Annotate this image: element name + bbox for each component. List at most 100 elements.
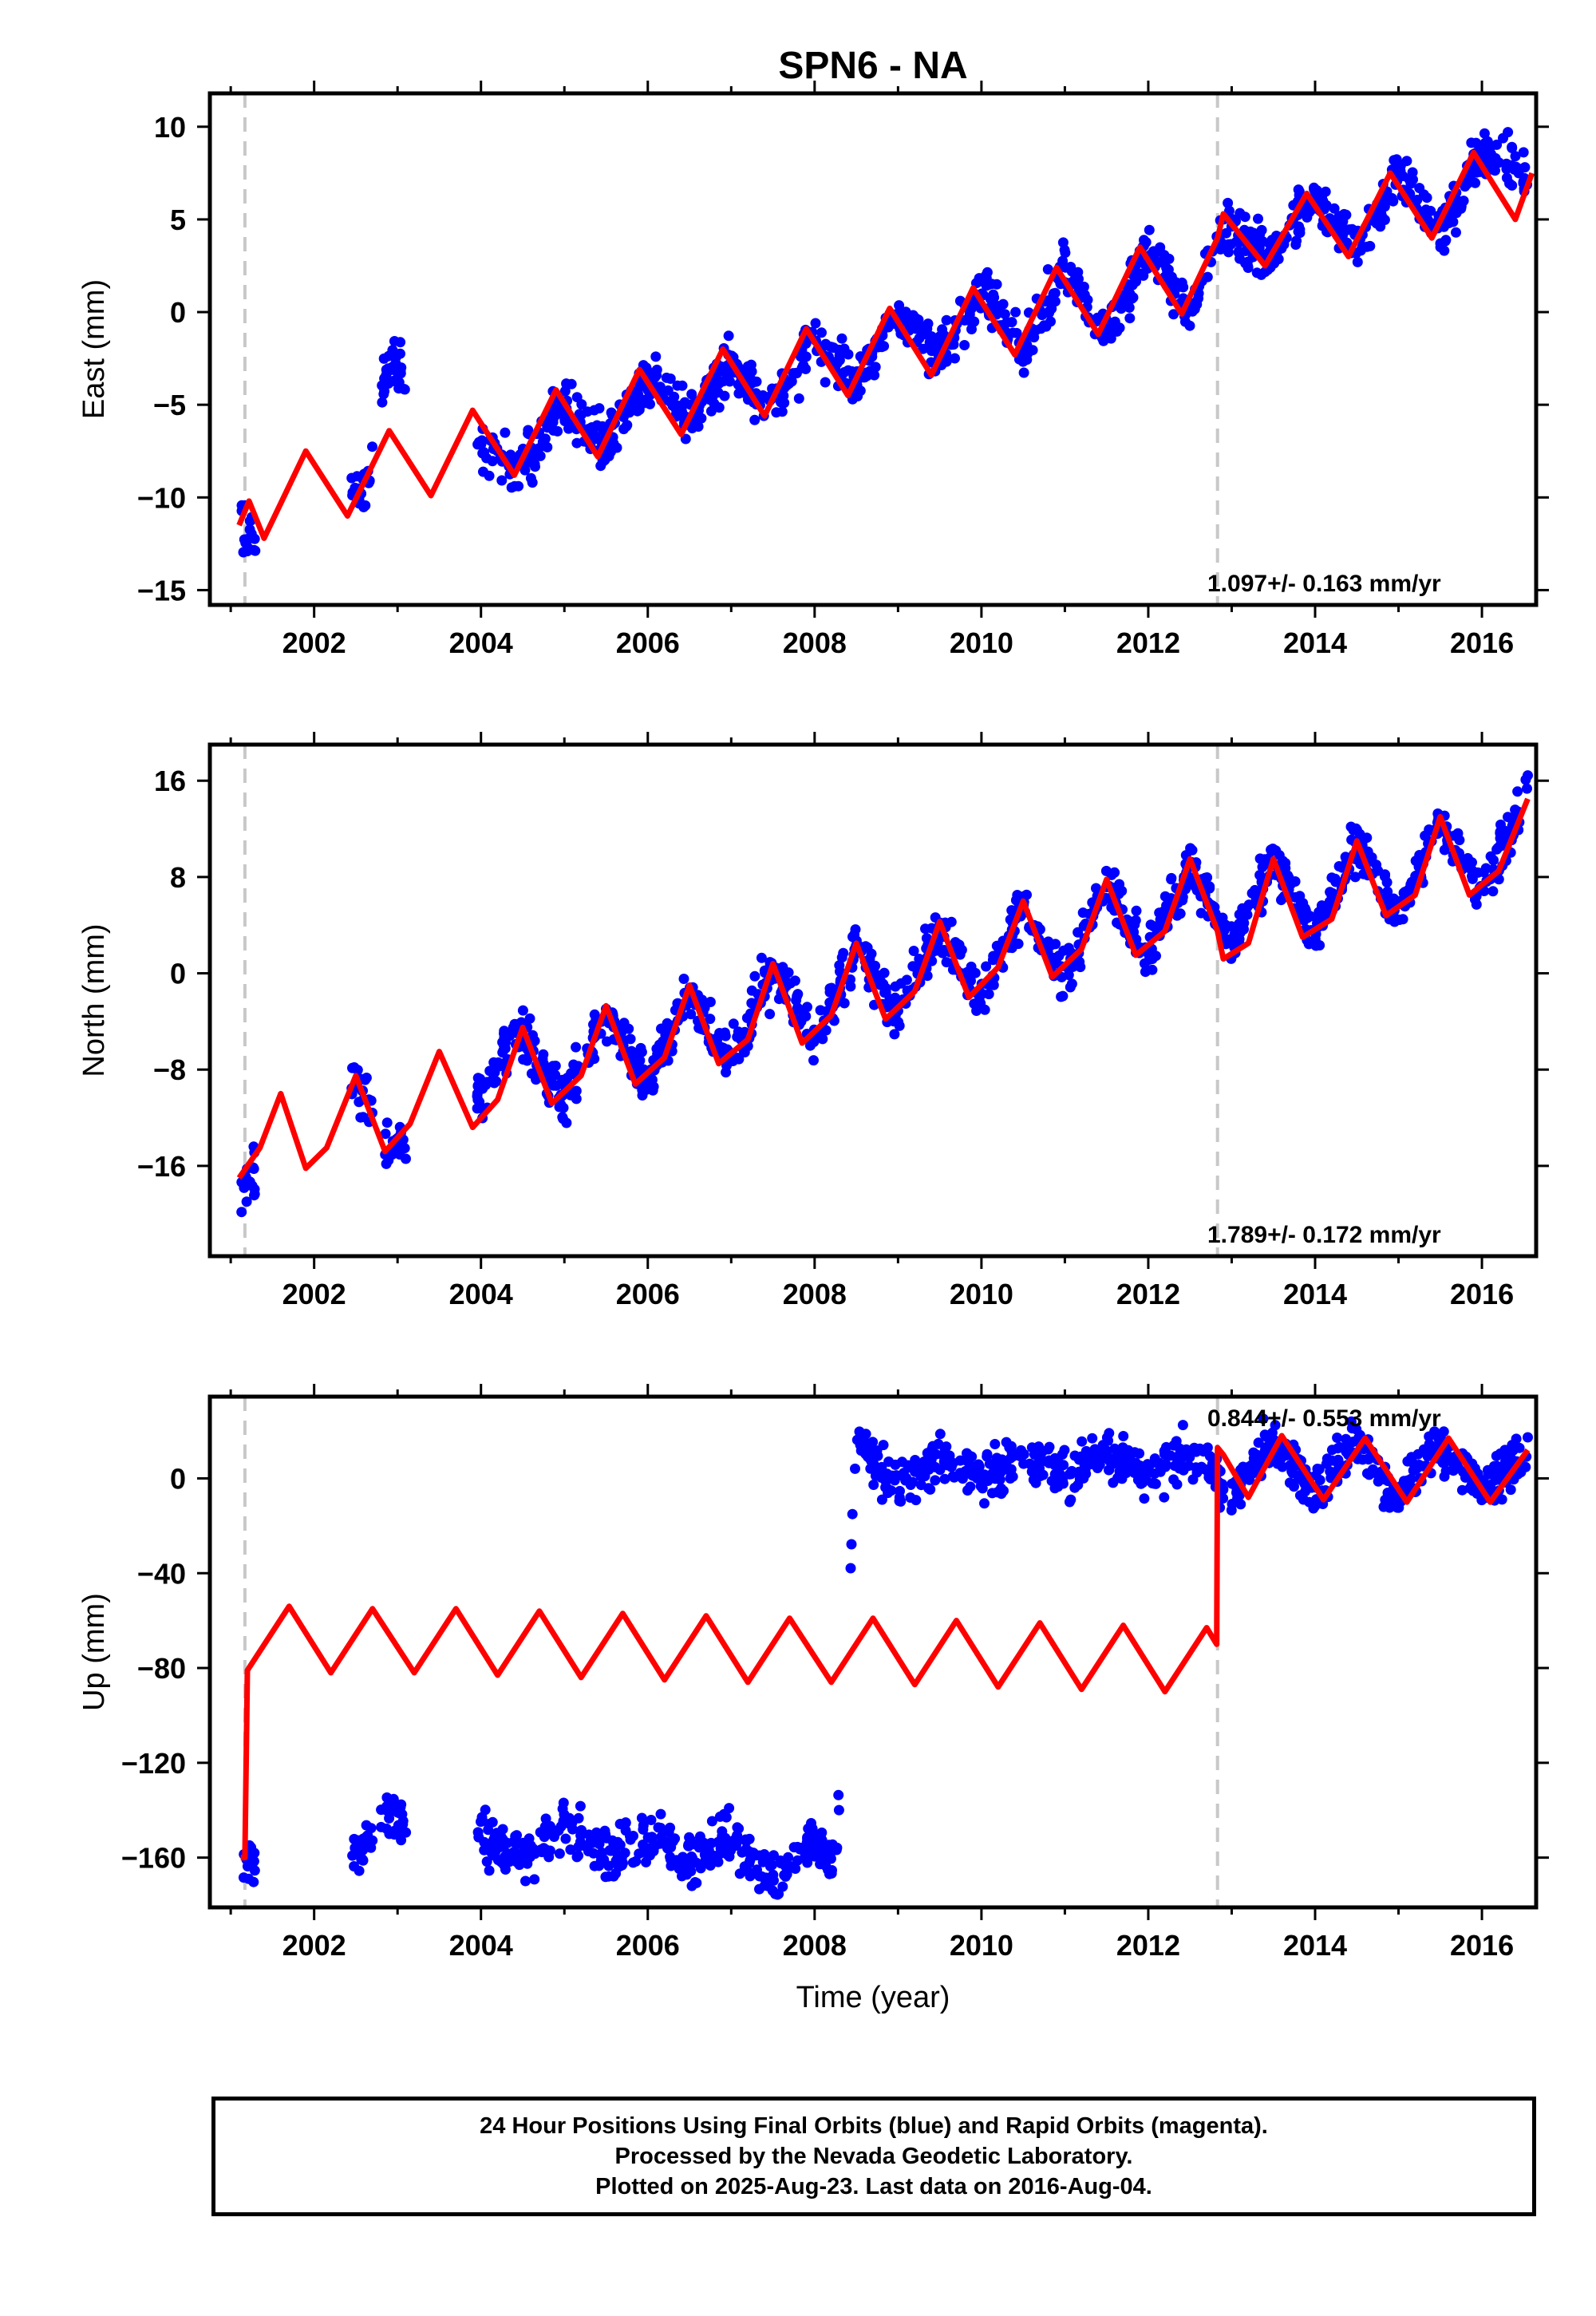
- data-point: [1398, 887, 1409, 899]
- data-point: [1314, 940, 1325, 951]
- data-point: [1159, 891, 1171, 902]
- data-point: [1441, 1449, 1452, 1460]
- y-tick-label: 0: [170, 1462, 186, 1495]
- data-point: [524, 1013, 535, 1024]
- data-point: [996, 1488, 1007, 1500]
- data-point: [1235, 1499, 1246, 1510]
- data-point: [635, 1042, 646, 1053]
- data-point: [791, 367, 802, 378]
- data-point: [241, 1196, 252, 1207]
- data-point: [833, 1789, 844, 1800]
- data-point: [1071, 272, 1082, 283]
- data-point: [1116, 303, 1127, 314]
- data-point: [1159, 1445, 1170, 1456]
- data-point: [927, 1441, 938, 1452]
- data-point: [988, 979, 999, 990]
- data-point: [1501, 172, 1512, 184]
- data-point: [630, 1856, 642, 1867]
- data-point: [780, 1861, 792, 1872]
- data-point: [803, 1823, 814, 1834]
- data-point: [523, 1833, 535, 1844]
- data-point: [820, 377, 831, 388]
- data-point: [908, 946, 919, 956]
- data-point: [387, 346, 398, 357]
- data-point: [1026, 1466, 1037, 1477]
- data-point: [244, 516, 255, 527]
- data-point: [1193, 293, 1204, 304]
- data-point: [824, 986, 836, 998]
- data-point: [833, 1804, 844, 1816]
- data-point: [1492, 1470, 1503, 1481]
- data-point: [851, 1434, 863, 1445]
- y-tick-label: 8: [170, 861, 186, 894]
- velocity-rate-label: 0.844+/- 0.553 mm/yr: [1207, 1405, 1441, 1432]
- data-point: [1373, 865, 1384, 876]
- data-point: [1168, 1440, 1179, 1451]
- data-point: [870, 1470, 881, 1481]
- data-point: [520, 1875, 531, 1887]
- data-point: [1112, 1472, 1124, 1484]
- data-point: [559, 385, 571, 397]
- data-point: [1389, 893, 1399, 904]
- data-point: [527, 477, 538, 488]
- data-point: [792, 1841, 803, 1852]
- data-point: [1168, 309, 1179, 320]
- y-tick-label: 0: [170, 296, 186, 329]
- data-point: [979, 1004, 990, 1015]
- data-point: [1280, 858, 1291, 868]
- data-point: [248, 1164, 259, 1174]
- data-point: [793, 393, 804, 404]
- data-point: [1035, 323, 1046, 334]
- chart-panel-3: 2002 2004 2006 2008 2010 2012 2014 2016 −160 −120…: [77, 1384, 1549, 2014]
- data-point: [895, 978, 907, 989]
- data-point: [620, 1825, 631, 1836]
- data-point: [236, 1176, 247, 1188]
- data-point: [1171, 1479, 1183, 1490]
- data-point: [1329, 873, 1341, 884]
- data-point: [622, 420, 633, 431]
- data-point: [1053, 1464, 1064, 1476]
- data-point: [777, 962, 788, 973]
- data-point: [760, 1879, 771, 1891]
- data-point: [1371, 218, 1382, 229]
- data-point: [1108, 1456, 1118, 1468]
- data-point: [941, 314, 952, 326]
- y-tick-label: −160: [121, 1842, 186, 1875]
- data-point: [1424, 1431, 1435, 1442]
- data-point: [603, 1871, 614, 1882]
- x-tick-label: 2010: [950, 1278, 1013, 1310]
- data-point: [745, 359, 757, 370]
- data-point: [1134, 1448, 1145, 1459]
- data-point: [1107, 320, 1118, 331]
- model-fit-line: [236, 797, 1531, 1180]
- data-point: [669, 391, 680, 402]
- data-point: [1087, 1433, 1098, 1444]
- data-point: [594, 403, 605, 414]
- data-point: [1342, 224, 1353, 235]
- data-point: [723, 330, 734, 342]
- data-point: [990, 1439, 1001, 1449]
- data-point: [1491, 1460, 1503, 1472]
- data-point: [895, 1496, 907, 1507]
- data-point: [589, 1009, 600, 1020]
- data-point: [1112, 1445, 1123, 1456]
- data-point: [1291, 235, 1302, 247]
- data-point: [236, 1207, 247, 1218]
- data-point: [539, 433, 551, 445]
- data-point: [890, 1459, 901, 1470]
- data-point: [378, 353, 389, 364]
- data-point: [949, 1472, 960, 1483]
- data-point: [472, 1080, 484, 1091]
- data-point: [1202, 271, 1213, 283]
- data-point: [1231, 236, 1242, 247]
- y-tick-label: −16: [137, 1150, 186, 1183]
- data-point: [628, 1831, 638, 1841]
- data-point: [563, 423, 574, 434]
- data-point: [509, 480, 520, 492]
- y-tick-label: 16: [154, 765, 186, 797]
- data-point: [568, 1059, 579, 1070]
- data-point: [862, 1451, 873, 1462]
- data-point: [497, 1037, 508, 1048]
- data-point: [1270, 845, 1282, 856]
- data-point: [947, 1458, 958, 1469]
